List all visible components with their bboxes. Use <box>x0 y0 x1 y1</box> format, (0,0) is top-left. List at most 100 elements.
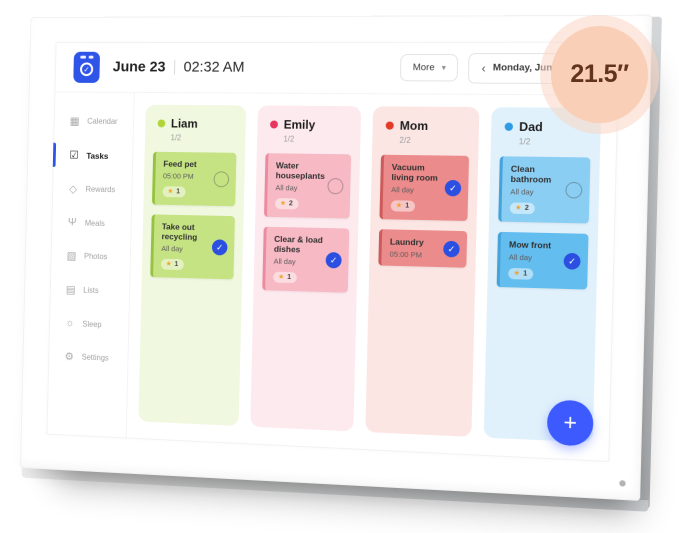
column-mom: Mom 2/2 Vacuum living room All day ★ 1 <box>365 106 479 437</box>
task-card[interactable]: Laundry 05:00 PM ★ ✓ <box>378 229 467 268</box>
task-time: All day <box>275 183 324 193</box>
star-icon: ★ <box>280 200 286 207</box>
star-icon: ★ <box>167 188 173 195</box>
settings-icon: ⚙ <box>63 350 75 363</box>
check-icon: ✓ <box>216 243 223 252</box>
check-icon: ✓ <box>449 184 457 193</box>
column-progress: 1/2 <box>171 133 235 143</box>
sleep-icon: ☼ <box>64 317 76 329</box>
star-icon: ★ <box>396 202 402 209</box>
photos-icon: ▧ <box>65 249 77 262</box>
task-card[interactable]: Water houseplants All day ★ 2 ✓ <box>264 153 351 218</box>
star-count: 1 <box>287 274 291 281</box>
star-icon: ★ <box>278 274 284 281</box>
member-name: Emily <box>284 118 316 132</box>
task-time: 05:00 PM <box>390 250 441 260</box>
task-complete-toggle[interactable]: ✓ <box>326 252 342 268</box>
member-color-dot <box>505 123 513 131</box>
task-time: All day <box>509 253 561 264</box>
sidebar-item-sleep[interactable]: ☼ Sleep <box>49 306 129 342</box>
task-card[interactable]: Feed pet 05:00 PM ★ 1 ✓ <box>152 152 236 206</box>
column-liam: Liam 1/2 Feed pet 05:00 PM ★ 1 <box>138 105 246 426</box>
header-date: June 23 <box>113 59 166 76</box>
task-title: Clean bathroom <box>511 164 563 185</box>
task-time: All day <box>510 187 562 197</box>
column-header: Dad 1/2 <box>504 120 589 148</box>
star-reward-badge: ★ 1 <box>161 259 184 270</box>
more-button[interactable]: More ▾ <box>400 54 458 81</box>
column-dad: Dad 1/2 Clean bathroom All day ★ 2 <box>484 107 601 442</box>
task-complete-toggle[interactable]: ✓ <box>445 180 462 197</box>
rewards-icon: ◇ <box>67 183 79 196</box>
column-header: Liam 1/2 <box>157 117 235 143</box>
task-time: All day <box>391 185 442 195</box>
task-complete-toggle[interactable]: ✓ <box>327 178 343 194</box>
member-color-dot <box>158 119 166 127</box>
column-progress: 1/2 <box>519 137 589 147</box>
check-icon: ✓ <box>568 257 576 266</box>
task-time: All day <box>274 257 323 267</box>
star-count: 1 <box>174 261 178 268</box>
sidebar-label: Sleep <box>82 319 101 328</box>
task-title: Clear & load dishes <box>274 234 324 255</box>
plus-icon: + <box>563 409 577 436</box>
sidebar-label: Rewards <box>86 185 116 194</box>
sidebar-item-photos[interactable]: ▧ Photos <box>50 238 130 274</box>
sidebar-item-calendar[interactable]: ▦ Calendar <box>53 104 133 139</box>
task-time: All day <box>161 244 209 254</box>
task-card[interactable]: Clear & load dishes All day ★ 1 ✓ <box>262 227 349 293</box>
task-complete-toggle[interactable]: ✓ <box>443 241 460 258</box>
task-card[interactable]: Vacuum living room All day ★ 1 ✓ <box>379 155 469 221</box>
task-complete-toggle[interactable]: ✓ <box>565 182 582 199</box>
check-icon: ✓ <box>448 244 456 253</box>
screen-size-label: 21.5″ <box>570 60 628 89</box>
more-label: More <box>413 62 435 73</box>
sidebar-item-meals[interactable]: Ψ Meals <box>51 206 131 241</box>
task-time: 05:00 PM <box>163 171 211 181</box>
sidebar-label: Calendar <box>87 117 118 126</box>
sidebar-item-rewards[interactable]: ◇ Rewards <box>52 172 132 207</box>
logo-check-icon: ✓ <box>80 63 93 77</box>
task-complete-toggle[interactable]: ✓ <box>213 171 229 187</box>
task-card[interactable]: Take out recycling All day ★ 1 ✓ <box>150 214 235 279</box>
task-title: Vacuum living room <box>391 162 442 183</box>
date-time: June 23 02:32 AM <box>113 59 245 76</box>
sidebar-label: Settings <box>82 353 109 363</box>
star-reward-badge: ★ 1 <box>508 268 533 280</box>
star-icon: ★ <box>515 205 522 212</box>
column-progress: 2/2 <box>399 136 467 146</box>
sidebar-label: Meals <box>85 218 105 227</box>
task-complete-toggle[interactable]: ✓ <box>564 253 581 270</box>
screen-size-badge: 21.5″ <box>551 26 648 123</box>
member-name: Liam <box>171 117 198 131</box>
star-count: 1 <box>176 188 180 195</box>
column-header: Mom 2/2 <box>385 118 468 145</box>
app-body: ▦ Calendar ☑ Tasks ◇ Rewards Ψ <box>47 92 619 462</box>
star-reward-badge: ★ 2 <box>275 198 299 209</box>
task-board: Liam 1/2 Feed pet 05:00 PM ★ 1 <box>127 93 619 462</box>
star-reward-badge: ★ 1 <box>273 272 297 284</box>
app-logo-clipboard-icon: ✓ <box>73 51 100 82</box>
sidebar-item-lists[interactable]: ▤ Lists <box>50 272 130 308</box>
task-title: Laundry <box>390 237 441 248</box>
column-emily: Emily 1/2 Water houseplants All day ★ 2 <box>250 105 361 431</box>
star-icon: ★ <box>513 270 520 277</box>
column-header: Emily 1/2 <box>270 117 350 144</box>
task-card[interactable]: Clean bathroom All day ★ 2 ✓ <box>498 156 590 223</box>
sidebar-label: Lists <box>83 286 99 295</box>
star-count: 2 <box>525 205 529 212</box>
member-name: Mom <box>400 119 429 133</box>
task-complete-toggle[interactable]: ✓ <box>212 239 228 255</box>
product-scene: ✓ June 23 02:32 AM More ▾ ‹ Monday, Ju <box>0 0 679 533</box>
sidebar-item-tasks[interactable]: ☑ Tasks <box>53 138 133 173</box>
app-screen: ✓ June 23 02:32 AM More ▾ ‹ Monday, Ju <box>47 42 620 462</box>
tasks-icon: ☑ <box>68 149 80 162</box>
task-card[interactable]: Mow front All day ★ 1 ✓ <box>497 232 589 290</box>
sidebar-item-settings[interactable]: ⚙ Settings <box>48 339 128 376</box>
chevron-down-icon: ▾ <box>442 63 446 72</box>
star-reward-badge: ★ 2 <box>510 202 535 214</box>
task-title: Mow front <box>509 239 561 250</box>
task-title: Take out recycling <box>162 221 210 242</box>
star-count: 1 <box>405 203 409 210</box>
header-time: 02:32 AM <box>183 59 244 76</box>
